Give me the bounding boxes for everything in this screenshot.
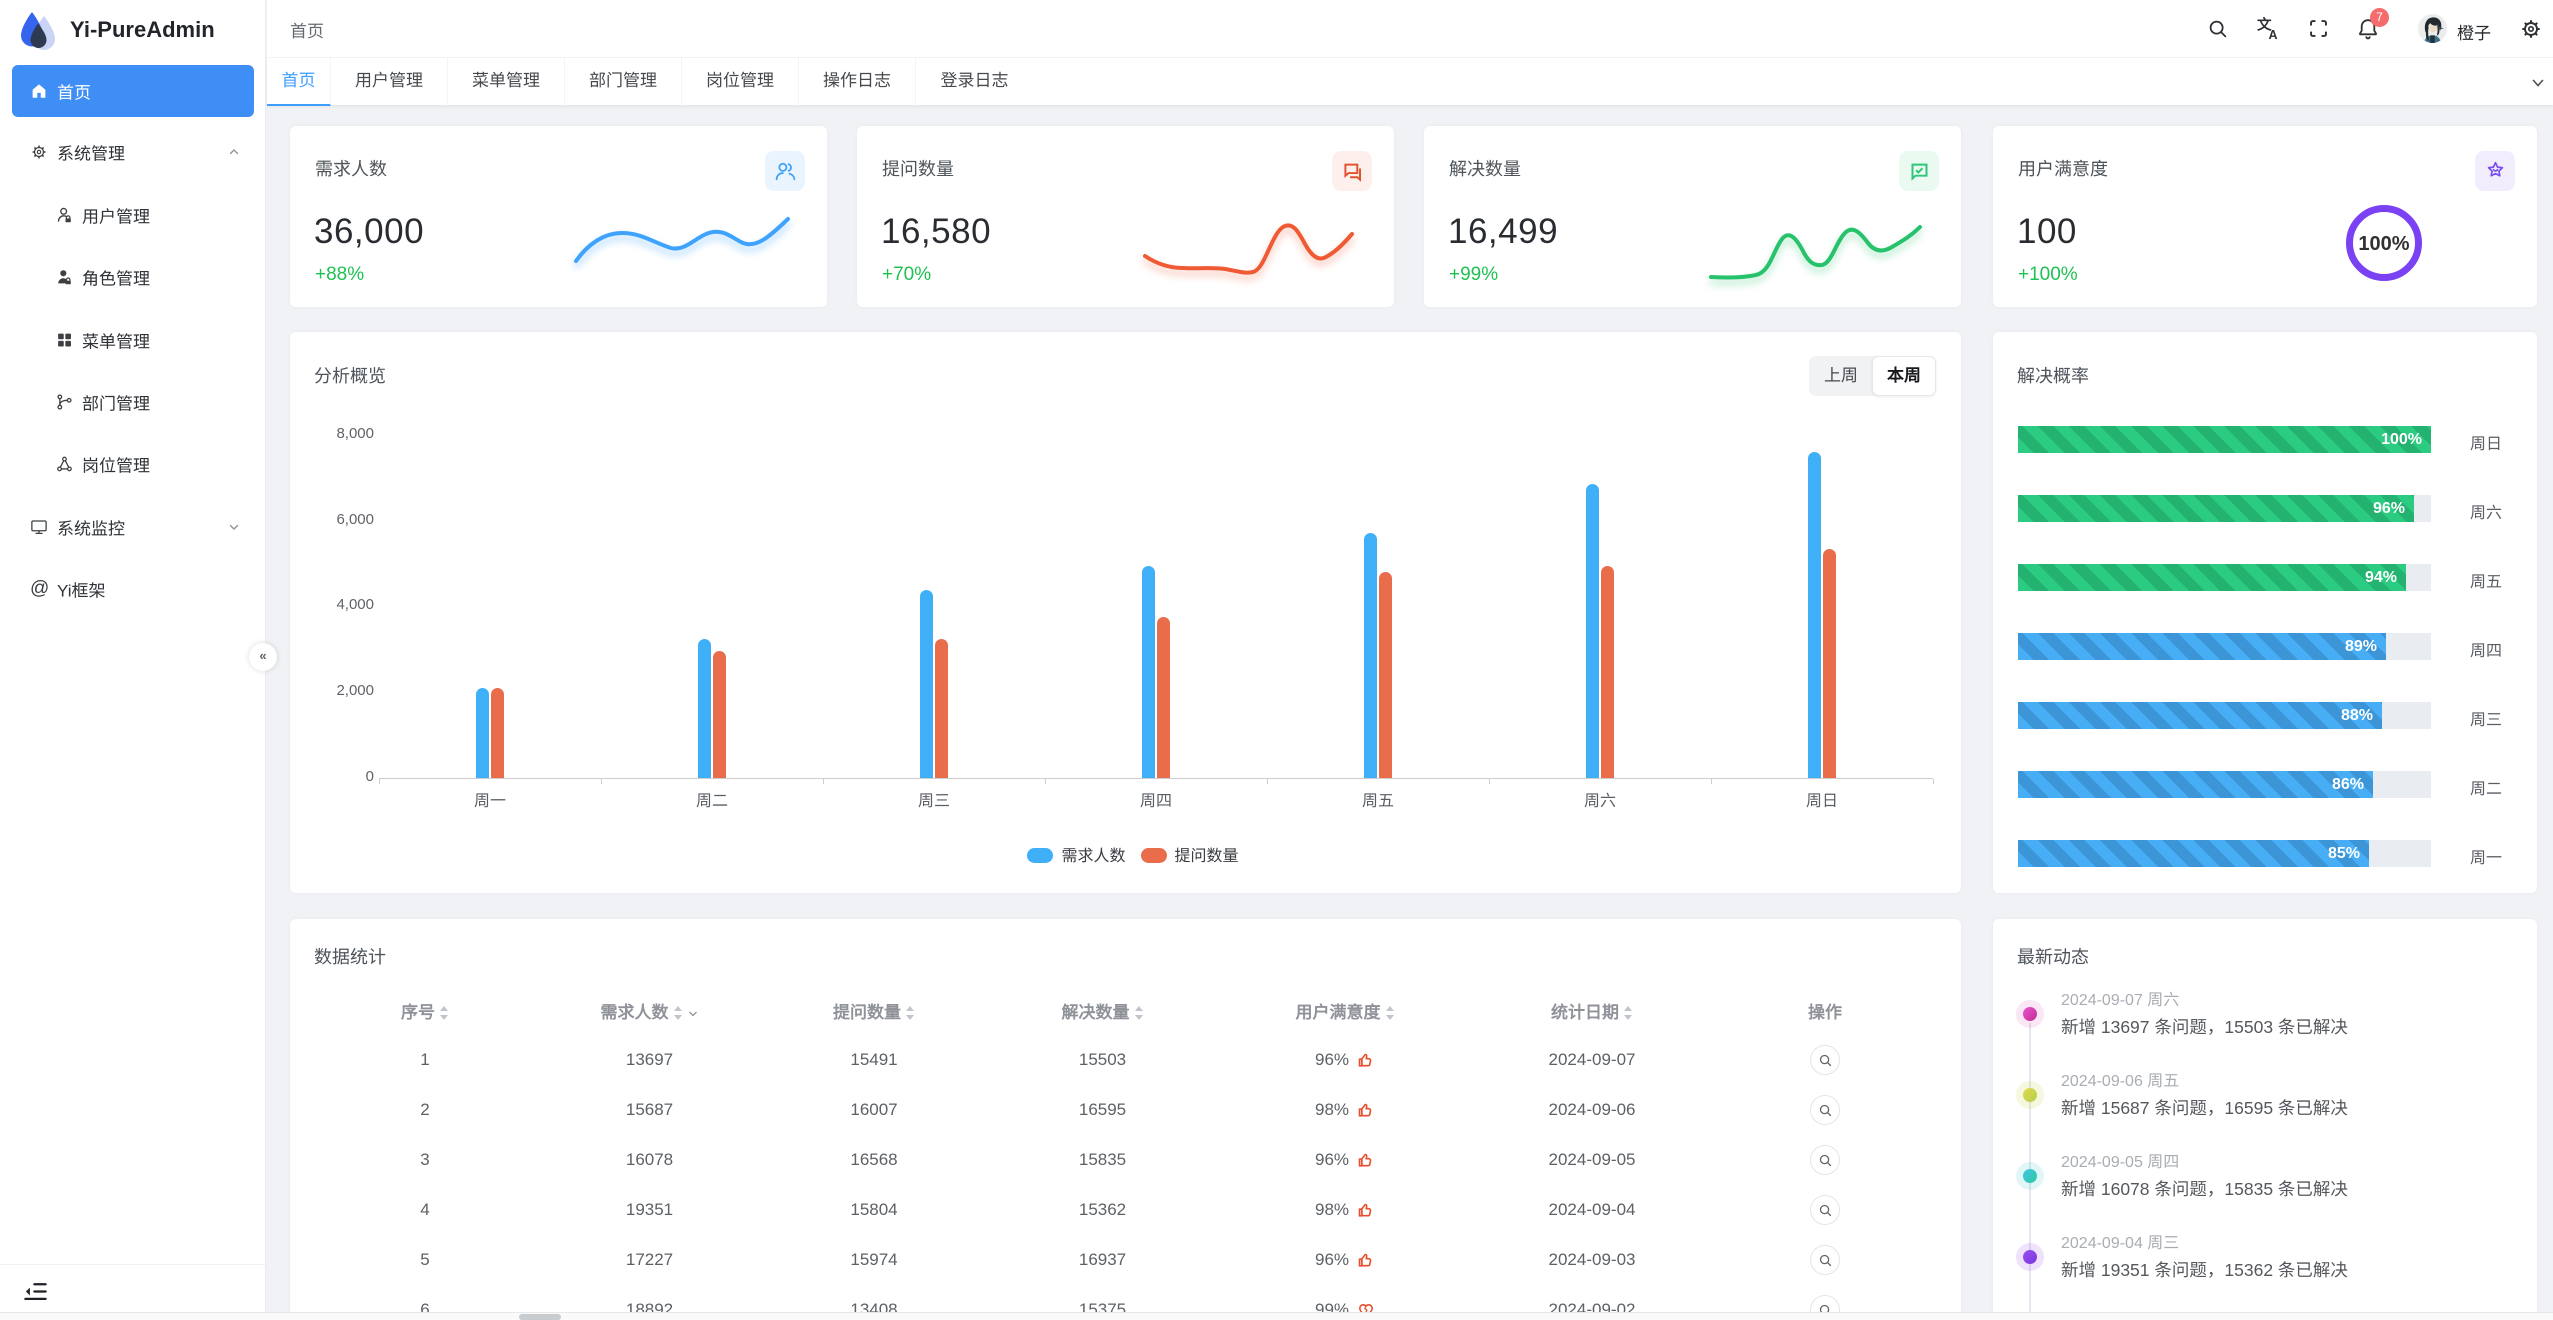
svg-text:100%: 100%: [2358, 233, 2409, 255]
svg-text:A: A: [2268, 28, 2277, 41]
svg-text:文: 文: [2257, 16, 2272, 35]
